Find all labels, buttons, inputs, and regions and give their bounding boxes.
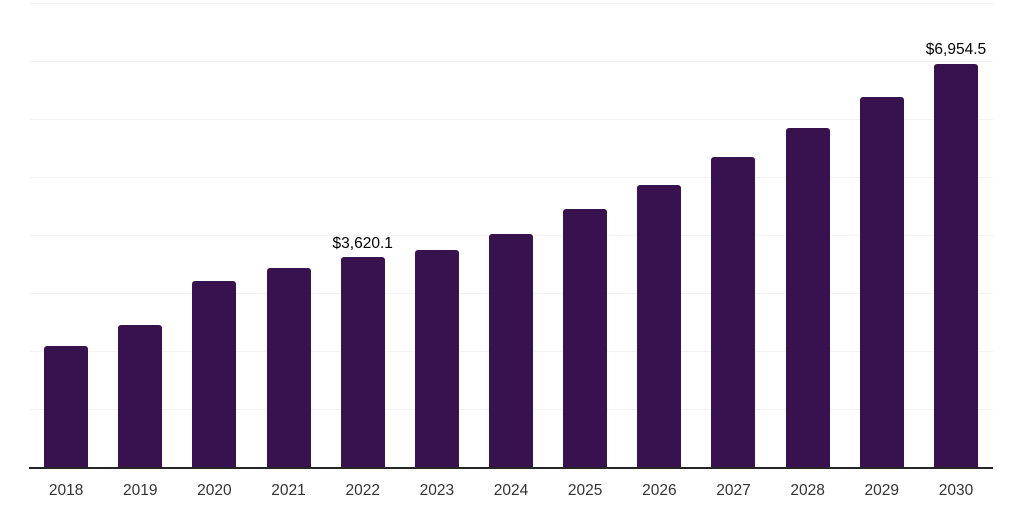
x-axis-labels: 2018 2019 2020 2021 2022 2023 2024 2025 2026 2027…: [29, 483, 993, 499]
value-label-2022: $3,620.1: [332, 234, 393, 252]
bar-slot: [29, 3, 103, 467]
bar-2024[interactable]: [489, 234, 534, 467]
bars: $3,620.1 $6,954.5: [29, 3, 993, 467]
bar-2022[interactable]: [340, 257, 385, 467]
bar-slot: [845, 3, 919, 467]
x-tick-label-2026: 2026: [642, 482, 677, 499]
x-tick-label-2020: 2020: [197, 482, 232, 499]
bar-slot: [696, 3, 770, 467]
x-tick-label-2028: 2028: [790, 482, 825, 499]
gridline: [29, 61, 993, 62]
x-tick-label-2024: 2024: [493, 482, 529, 499]
x-tick-label-2030: 2030: [938, 482, 974, 499]
bar-2027[interactable]: [711, 157, 756, 467]
bar-2023[interactable]: [414, 250, 459, 467]
x-tick-label-2023: 2023: [419, 482, 455, 499]
bar-2018[interactable]: [44, 346, 89, 467]
x-tick-label-2027: 2027: [716, 482, 751, 499]
gridline: [29, 119, 993, 120]
bar-slot: [771, 3, 845, 467]
x-tick-label-2018: 2018: [48, 482, 84, 499]
gridline: [29, 177, 993, 178]
bar-2025[interactable]: [563, 208, 608, 467]
gridline: [29, 3, 993, 4]
bar-2026[interactable]: [637, 185, 682, 467]
x-tick-label-2029: 2029: [864, 482, 900, 499]
x-axis-line: [29, 467, 993, 469]
bar-2030[interactable]: [933, 63, 978, 467]
bar-2019[interactable]: [118, 324, 163, 467]
bar-slot: $3,620.1: [326, 3, 400, 467]
plot-area: $3,620.1 $6,954.5: [29, 3, 993, 467]
bar-slot: $6,954.5: [919, 3, 993, 467]
bar-slot: [474, 3, 548, 467]
bar-chart: $3,620.1 $6,954.5 2018 2019 2020 2021 2022 202…: [29, 3, 993, 499]
x-tick-label-2022: 2022: [345, 482, 380, 499]
bar-slot: [400, 3, 474, 467]
bar-slot: [622, 3, 696, 467]
bar-slot: [177, 3, 251, 467]
x-tick-label-2019: 2019: [122, 482, 158, 499]
x-tick-label-2021: 2021: [271, 482, 306, 499]
bar-2021[interactable]: [266, 268, 311, 467]
bar-2020[interactable]: [192, 281, 237, 467]
bar-2029[interactable]: [859, 96, 904, 467]
bar-slot: [103, 3, 177, 467]
x-tick-label-2025: 2025: [567, 482, 603, 499]
bar-2028[interactable]: [785, 128, 830, 467]
bar-slot: [548, 3, 622, 467]
bar-slot: [251, 3, 325, 467]
value-label-2030: $6,954.5: [925, 41, 987, 59]
